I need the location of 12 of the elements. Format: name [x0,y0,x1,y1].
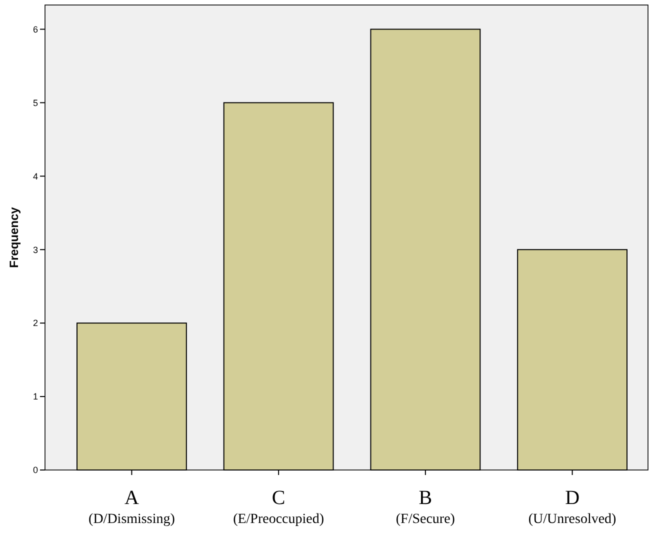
y-tick-label: 1 [32,392,38,402]
y-tick-label: 2 [32,318,38,328]
x-tick-label: D (U/Unresolved) [528,487,617,527]
x-tick-label: B (F/Secure) [396,487,456,527]
y-tick-label: 4 [32,171,38,182]
y-tick-label: 5 [32,98,38,108]
y-tick-label: 6 [32,24,38,34]
x-tick-label: C (E/Preoccupied) [233,487,324,527]
y-tick-label: 3 [32,244,38,255]
x-tick-label: A (D/Dismissing) [88,487,176,527]
y-tick-label: 0 [32,465,38,476]
y-axis-title: Frequency [7,206,21,268]
